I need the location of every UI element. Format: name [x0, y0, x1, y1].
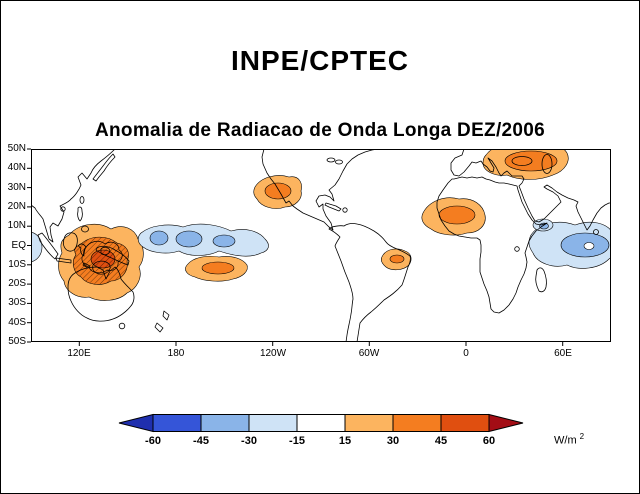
coastline-mindanao — [81, 225, 89, 233]
colorbar-tick-label: 60 — [482, 435, 496, 447]
coastline-australia — [67, 266, 135, 322]
lat-label: 20N — [7, 201, 26, 212]
coastline-asia — [31, 149, 116, 243]
coastline-hispaniola — [342, 207, 348, 213]
colorbar-segment — [344, 414, 394, 432]
coastline-java — [55, 257, 72, 264]
coastline-hainan — [60, 206, 66, 212]
colorbar-segment — [440, 414, 490, 432]
lat-label: 10S — [8, 259, 26, 270]
coastline-caspian-sea — [541, 154, 553, 174]
anomaly-south-pacific-core — [201, 261, 235, 275]
colorbar-left-arrow — [118, 413, 154, 433]
anomaly-central-pacific-negative — [137, 223, 269, 257]
coastline-japan — [92, 153, 116, 182]
colorbar — [118, 413, 524, 433]
colorbar-tick-label: 30 — [386, 435, 400, 447]
lat-label: 30N — [7, 182, 26, 193]
colorbar-tick-label: 45 — [434, 435, 448, 447]
map-frame — [31, 149, 611, 342]
lon-label: 180 — [167, 348, 185, 359]
coastline-sumatra — [37, 232, 59, 260]
colorbar-tick-label: -60 — [145, 435, 161, 447]
lat-label: 30S — [8, 297, 26, 308]
coastline-black-sea — [511, 156, 533, 166]
colorbar-tick-label: -45 — [193, 435, 209, 447]
figure-title: INPE/CPTEC — [230, 45, 410, 76]
colorbar-segment — [200, 414, 250, 432]
anomaly-atlantic-core — [389, 254, 405, 264]
anomaly-pacific-core — [212, 234, 236, 248]
coastline-madagascar — [535, 267, 547, 293]
lon-label: 120W — [259, 348, 287, 359]
lat-label: 50S — [8, 336, 26, 347]
lat-label: 40N — [7, 162, 26, 173]
world-map — [27, 148, 611, 346]
anomaly-ne-pacific-core — [264, 182, 292, 200]
units-label: W/m 2 — [554, 432, 584, 447]
axis-ticks — [27, 148, 564, 346]
anomaly-contour-squiggle — [92, 260, 111, 275]
lat-label: EQ — [11, 240, 26, 251]
coastline-borneo — [62, 232, 78, 252]
colorbar-segment — [248, 414, 298, 432]
anomaly-indian-ocean-hole — [583, 242, 595, 250]
lat-label: 50N — [7, 143, 26, 154]
coastline-lake-victoria — [514, 246, 520, 252]
anomaly-nw-africa-core — [438, 205, 476, 225]
coastline-africa — [436, 176, 548, 314]
coastline-south-america — [328, 223, 411, 342]
colorbar-tick-label: -15 — [289, 435, 305, 447]
colorbar-right-arrow — [488, 413, 524, 433]
coastline-cuba — [324, 202, 342, 212]
lon-label: 60W — [358, 348, 380, 359]
units-exponent: 2 — [579, 432, 585, 441]
lat-label: 20S — [8, 278, 26, 289]
lat-label: 40S — [8, 317, 26, 328]
colorbar-tick-label: -30 — [241, 435, 257, 447]
coastline-new-guinea — [95, 245, 130, 266]
lon-label: 120E — [67, 348, 91, 359]
colorbar-tick-label: 15 — [338, 435, 352, 447]
coastline-great-lakes — [335, 159, 343, 165]
colorbar-segment — [152, 414, 202, 432]
anomaly-pacific-core — [149, 230, 169, 246]
coastline-eurasia — [450, 149, 611, 231]
coastline-new-zealand-south — [154, 322, 164, 333]
coastline-tasmania — [118, 322, 126, 330]
coastline-sulawesi — [78, 243, 87, 257]
anomaly-shading — [31, 149, 611, 301]
map-title: Anomalia de Radiacao de Onda Longa DEZ/2… — [94, 120, 545, 141]
coastline-sri-lanka — [593, 229, 599, 235]
anomaly-pacific-core — [175, 230, 203, 248]
coastline-north-america — [261, 149, 379, 231]
lon-label: 60E — [554, 348, 572, 359]
lat-label: 10N — [7, 220, 26, 231]
coastline-luzon — [77, 206, 83, 222]
coastline-taiwan — [79, 196, 85, 204]
coastline-new-zealand-north — [162, 310, 170, 321]
lon-label: 0 — [463, 348, 469, 359]
anomaly-indian-ocean-wrap — [31, 231, 43, 263]
colorbar-segment — [392, 414, 442, 432]
coastlines-group — [31, 149, 611, 342]
coastline-great-lakes — [326, 157, 336, 163]
colorbar-segment — [296, 414, 346, 432]
anomaly-europe-core — [504, 150, 558, 172]
units-text: W/m — [554, 434, 577, 447]
